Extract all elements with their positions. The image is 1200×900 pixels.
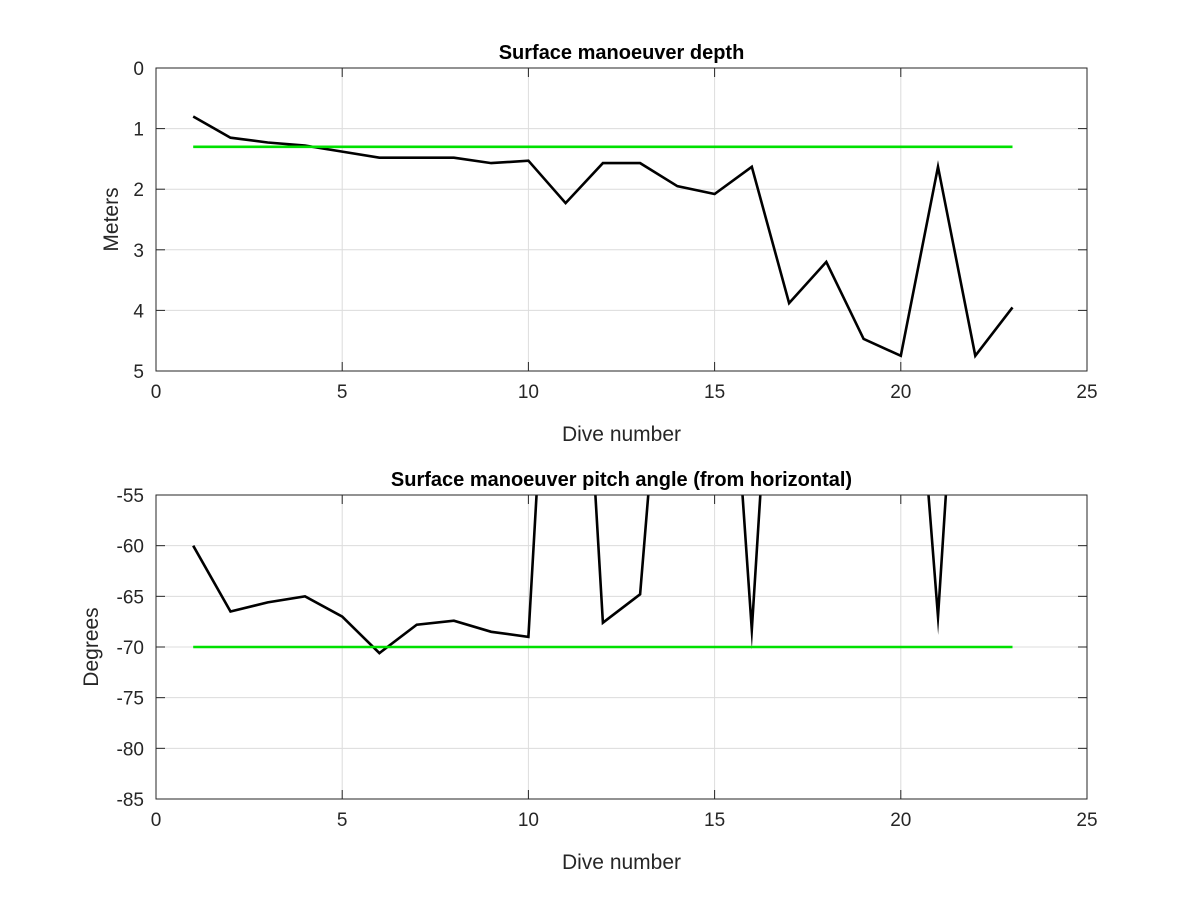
x-tick-label: 20 [890, 382, 911, 403]
x-tick-label: 0 [151, 382, 162, 403]
x-axis-label: Dive number [562, 851, 681, 874]
y-tick-label: 0 [133, 59, 144, 80]
y-tick-label: -80 [117, 739, 144, 760]
chart-2: 0 5 10 15 20 25 -55 -60 -65 -70 -75 -80 -85 Surface m… [80, 469, 1098, 874]
chart-title: Surface manoeuver depth [499, 42, 745, 64]
plot-area [156, 68, 1087, 371]
y-tick-label: -65 [117, 587, 144, 608]
data-series-line [192, 495, 948, 655]
chart-title: Surface manoeuver pitch angle (from hori… [391, 469, 852, 491]
x-tick-label: 0 [151, 810, 162, 831]
data-series-line [192, 115, 1014, 359]
y-tick-label: -60 [117, 537, 144, 558]
y-tick-label: 4 [133, 301, 144, 322]
y-tick-label: 1 [133, 120, 144, 141]
y-tick-label: 3 [133, 241, 144, 262]
x-tick-label: 15 [704, 810, 725, 831]
x-axis-label: Dive number [562, 423, 681, 446]
y-tick-label: -85 [117, 790, 144, 811]
y-tick-label: 2 [133, 180, 144, 201]
x-tick-label: 5 [337, 382, 348, 403]
y-tick-label: -55 [117, 486, 144, 507]
y-tick-label: -70 [117, 638, 144, 659]
x-tick-label: 15 [704, 382, 725, 403]
y-tick-label: 5 [133, 362, 144, 383]
x-tick-label: 10 [518, 810, 539, 831]
y-axis-label: Meters [100, 187, 123, 251]
y-tick-label: -75 [117, 689, 144, 710]
axes-frame [155, 494, 1088, 800]
x-tick-label: 25 [1076, 382, 1097, 403]
x-tick-label: 25 [1076, 810, 1097, 831]
x-tick-label: 5 [337, 810, 348, 831]
y-axis-label: Degrees [80, 607, 103, 686]
x-tick-label: 10 [518, 382, 539, 403]
x-tick-label: 20 [890, 810, 911, 831]
axes-frame [155, 67, 1088, 372]
